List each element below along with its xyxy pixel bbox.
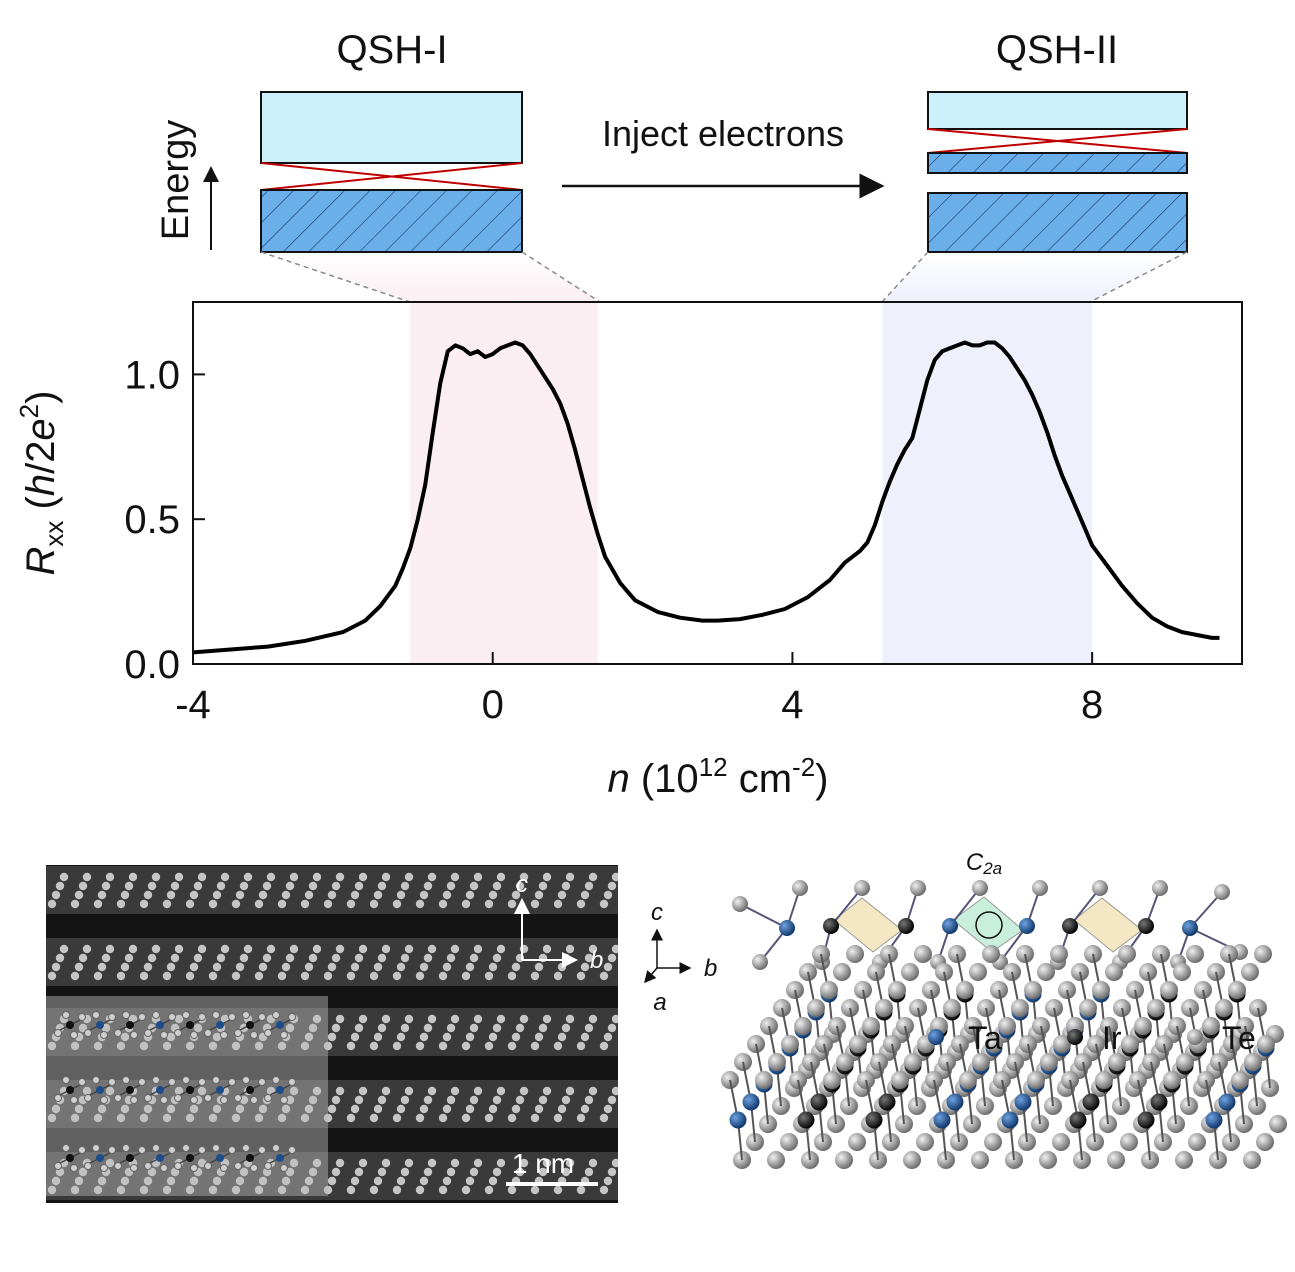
- y-axis-label: Rxx (h/2e2): [14, 391, 69, 576]
- qsh1-zoom-region: [261, 252, 600, 302]
- atom-ta-icon: [928, 1029, 944, 1045]
- qsh1-title: QSH-I: [336, 28, 447, 72]
- atom-legend: Ta Ir Te: [928, 1020, 1256, 1056]
- plot-frame: [192, 301, 1243, 665]
- energy-label: Energy: [155, 120, 197, 240]
- qsh2-edge-state-b: [927, 128, 1188, 154]
- x-tick-label: 4: [781, 683, 803, 727]
- stem-axis-b-label: b: [590, 947, 603, 974]
- ir-te-plaquette: [1073, 897, 1143, 953]
- series-line-rxx: [193, 340, 1220, 655]
- crystal-axis-b-label: b: [704, 955, 717, 982]
- band-diagram: QSH-I QSH-II Energy Inject electrons: [155, 28, 1188, 303]
- y-tick-label: 0.0: [124, 643, 180, 687]
- shaded-regions: [410, 302, 1093, 664]
- legend-ta-label: Ta: [968, 1020, 1002, 1056]
- crystal-axis-c-label: c: [651, 899, 663, 926]
- rxx-chart: -4 0 4 8 0.0 0.5 1.0 n (1012 cm-2) Rxx (h/2e2…: [14, 301, 1243, 801]
- qsh2-title: QSH-II: [996, 28, 1118, 72]
- y-tick-label: 0.5: [124, 498, 180, 542]
- qsh2-conduction-band: [927, 91, 1188, 130]
- atom-te-icon: [1187, 1029, 1203, 1045]
- x-axis-ticks: -4 0 4 8: [175, 652, 1103, 727]
- qsh1-bands: [260, 91, 523, 253]
- qsh1-valence-hatch: [260, 189, 523, 253]
- y-tick-label: 1.0: [124, 353, 180, 397]
- legend-te-label: Te: [1222, 1020, 1256, 1056]
- legend-ir-label: Ir: [1102, 1020, 1122, 1056]
- qsh1-conduction-band: [260, 91, 523, 164]
- crystal-axes: c b a: [644, 899, 717, 1016]
- stem-image: c b 1 nm: [46, 865, 618, 1203]
- qsh1-edge-state-b: [260, 162, 523, 191]
- rotation-axis-icon: [975, 911, 1003, 939]
- inject-electrons-label: Inject electrons: [602, 113, 844, 154]
- y-axis-ticks: 0.0 0.5 1.0: [124, 353, 205, 687]
- symmetry-label: C2a: [966, 849, 1002, 878]
- atomic-chain-side-view: [732, 880, 1248, 970]
- stem-axis-c-label: c: [516, 871, 528, 898]
- stem-overlay-atoms: [54, 1011, 296, 1172]
- shaded-region-1: [410, 302, 598, 664]
- shaded-region-2: [882, 302, 1093, 664]
- scale-bar-label: 1 nm: [512, 1148, 574, 1179]
- x-tick-label: 0: [482, 683, 504, 727]
- ir-te-plaquette: [833, 897, 903, 953]
- x-axis-label: n (1012 cm-2): [608, 752, 829, 801]
- crystal-slab-3d: [721, 945, 1287, 1169]
- x-tick-label: 8: [1081, 683, 1103, 727]
- crystal-axis-a-label: a: [653, 989, 666, 1016]
- qsh2-zoom-region: [882, 252, 1187, 302]
- atom-ir-icon: [1067, 1029, 1083, 1045]
- qsh2-bands: [927, 91, 1188, 253]
- crystal-structure: C2a c b a Ta Ir Te: [644, 849, 1287, 1169]
- x-tick-label: -4: [175, 683, 211, 727]
